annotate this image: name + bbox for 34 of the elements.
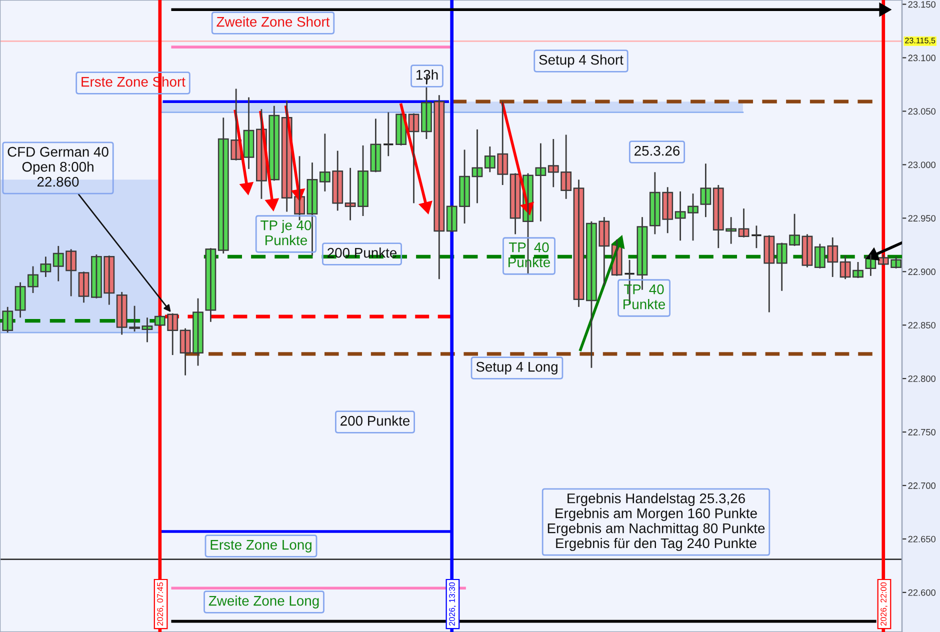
y-tick-label: 22.950 — [908, 215, 936, 222]
y-tick-label: 23.100 — [908, 54, 936, 62]
annotation: 13h — [416, 70, 438, 80]
point — [419, 200, 432, 214]
annotation: Ergebnis Handelstag 25.3,26 Ergebnis am Morgen 160 Punkte Ergebnis am Nachmittag 80 Punkte Ergebnis für den Tag 240 Punkte — [548, 493, 765, 551]
point — [240, 182, 254, 195]
y-tick-label: 22.900 — [908, 268, 936, 276]
annotation: 200 Punkte — [328, 248, 397, 258]
annotation: 25.3.26 — [634, 146, 680, 156]
x-tick-label: 2026, 13:30 — [449, 582, 456, 626]
annotation: Setup 4 Short — [539, 54, 624, 68]
y-tick-label: 23.000 — [908, 162, 936, 168]
y-tick-label: 23.050 — [908, 108, 936, 115]
y-tick-label: 22.700 — [908, 482, 936, 489]
annotation: Setup 4 Long — [476, 362, 558, 374]
candlestick — [382, 112, 394, 157]
point — [879, 2, 892, 16]
annotation: Erste Zone Long — [210, 540, 312, 552]
x-tick-label: 2026, 07:45 — [157, 582, 164, 626]
y-tick-label: 22.600 — [908, 589, 936, 596]
annotation: 200 Punkte — [340, 416, 410, 426]
annotation: Zweite Zone Long — [208, 596, 319, 608]
x-tick-label: 2026, 22:00 — [880, 582, 888, 626]
y-tick-label: 22.650 — [908, 536, 936, 542]
ref-line-label: 23.115,5 — [905, 38, 936, 44]
y-tick-label: 22.800 — [908, 375, 936, 382]
y-tick-label: 23.150 — [908, 1, 936, 8]
point — [265, 198, 279, 211]
annotation: CFD German 40 Open 8:00h 22.860 — [8, 146, 108, 187]
y-tick-label: 22.850 — [908, 322, 936, 328]
candlestick — [750, 224, 762, 249]
annotation: TP je 40 Punkte — [260, 220, 312, 246]
y-tick-label: 22.750 — [908, 428, 936, 436]
annotation: Zweite Zone Short — [216, 16, 330, 27]
